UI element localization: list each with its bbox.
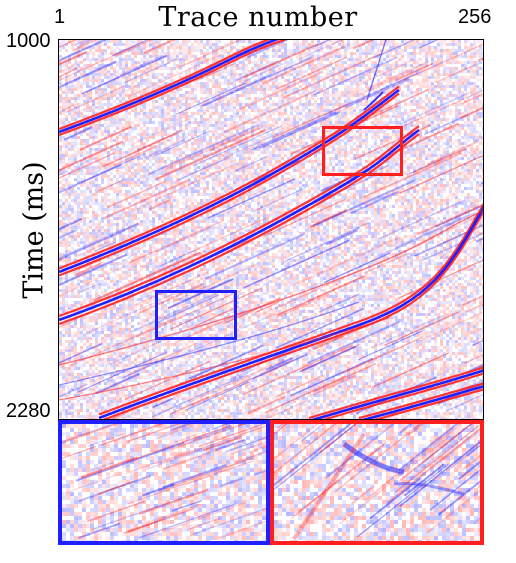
x-axis-max-label: 256 (458, 6, 492, 28)
blue-zoom-image (62, 424, 266, 541)
y-axis-top-label: 1000 (6, 30, 51, 52)
blue-zoom-region-box (155, 290, 237, 340)
blue-zoom-panel (58, 420, 270, 545)
y-axis-title: Time (ms) (18, 161, 50, 299)
seismic-section-image (59, 40, 483, 419)
seismic-section (58, 39, 484, 420)
red-zoom-panel (270, 420, 484, 545)
x-axis-min-label: 1 (54, 6, 66, 28)
red-zoom-region-box (322, 126, 403, 176)
y-axis-bottom-label: 2280 (6, 400, 51, 422)
red-zoom-image (274, 424, 480, 541)
plot-title: Trace number (158, 2, 358, 33)
